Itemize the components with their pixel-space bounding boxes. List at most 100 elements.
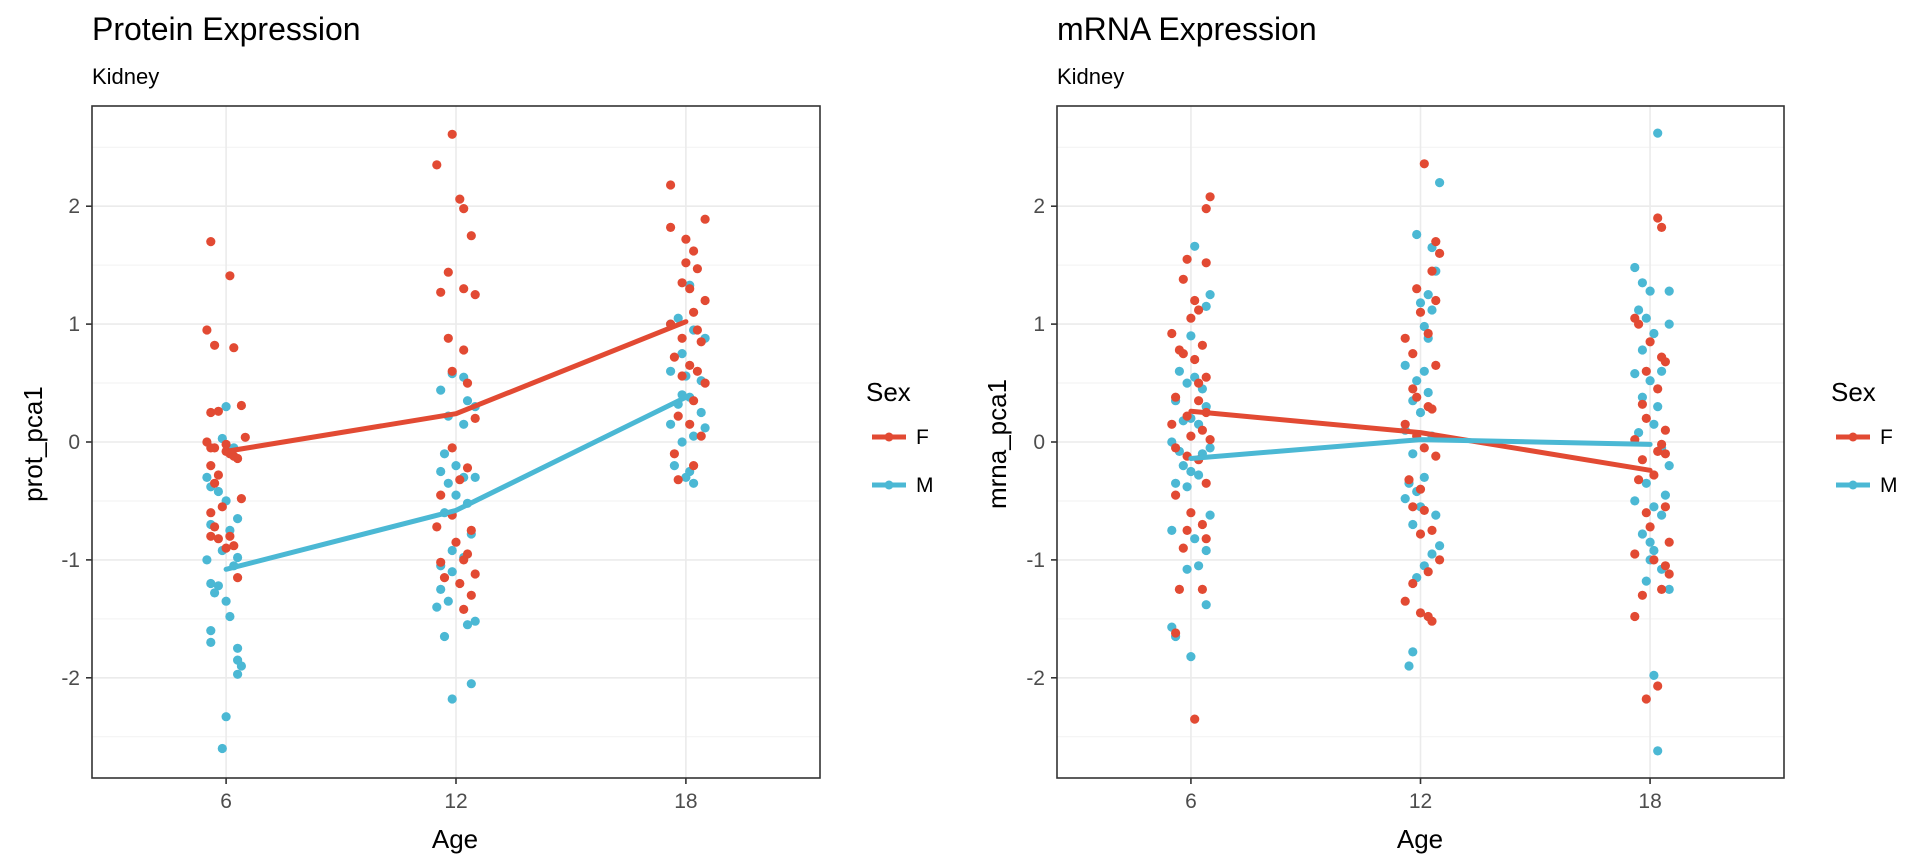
data-point-m — [233, 514, 243, 524]
data-point-f — [432, 522, 442, 532]
data-point-m — [1205, 510, 1215, 520]
series-line-m — [223, 394, 689, 572]
data-point-f — [1657, 439, 1667, 449]
data-point-f — [455, 578, 465, 589]
data-point-m — [666, 366, 676, 376]
data-point-f — [217, 502, 227, 512]
data-point-f — [436, 287, 446, 297]
legend-item-m: M — [1836, 474, 1898, 497]
data-point-f — [1201, 372, 1211, 382]
data-point-m — [1664, 319, 1674, 329]
data-point-m — [1435, 541, 1445, 551]
data-point-f — [696, 431, 706, 441]
y-tick-label: 1 — [68, 313, 80, 336]
data-point-m — [1400, 494, 1410, 504]
data-point-m — [210, 588, 220, 598]
data-point-m — [447, 694, 457, 704]
data-point-f — [689, 396, 699, 406]
data-point-f — [213, 406, 223, 416]
chart-subtitle: Kidney — [92, 64, 159, 89]
data-point-f — [1400, 419, 1410, 429]
data-point-f — [1423, 328, 1433, 339]
data-point-m — [1427, 305, 1437, 315]
data-point-f — [1415, 484, 1426, 494]
data-point-f — [1408, 502, 1418, 512]
data-point-m — [1641, 313, 1651, 323]
data-point-m — [206, 626, 216, 636]
y-tick-label: 2 — [68, 195, 80, 218]
data-point-m — [462, 396, 473, 406]
data-point-f — [1637, 399, 1647, 409]
data-point-f — [1637, 455, 1647, 465]
data-point-m — [1653, 746, 1663, 756]
data-point-m — [1167, 525, 1177, 536]
data-point-f — [210, 522, 220, 532]
data-point-f — [677, 278, 687, 288]
data-point-f — [1653, 213, 1663, 223]
data-point-f — [1653, 681, 1663, 691]
data-point-f — [210, 340, 220, 350]
data-point-f — [696, 337, 706, 347]
data-point-f — [462, 378, 473, 388]
data-point-f — [1419, 505, 1429, 515]
data-point-f — [1197, 340, 1207, 350]
chart-title: mRNA Expression — [1057, 11, 1317, 47]
data-point-f — [1431, 295, 1441, 306]
data-point-m — [1634, 428, 1644, 438]
data-point-m — [1408, 519, 1418, 530]
data-point-f — [685, 360, 695, 370]
chart-title: Protein Expression — [92, 11, 361, 47]
data-point-f — [700, 378, 710, 388]
data-point-m — [1637, 392, 1647, 402]
data-point-f — [1427, 404, 1437, 414]
data-point-f — [1427, 525, 1437, 536]
data-point-f — [213, 534, 223, 544]
data-point-f — [206, 508, 216, 518]
data-point-m — [1190, 534, 1200, 544]
data-point-f — [210, 443, 220, 453]
data-point-f — [700, 214, 710, 224]
data-point-f — [1400, 596, 1410, 606]
data-point-f — [1190, 295, 1200, 306]
legend: Sex F M — [866, 377, 934, 497]
data-point-f — [1660, 502, 1670, 512]
legend-label: M — [1880, 474, 1898, 497]
data-point-f — [1194, 378, 1204, 388]
data-point-f — [455, 194, 465, 204]
data-point-m — [1419, 321, 1429, 332]
data-point-f — [677, 333, 687, 343]
data-point-f — [1664, 569, 1674, 579]
data-point-m — [459, 419, 469, 429]
data-point-m — [439, 449, 450, 459]
data-point-f — [1435, 248, 1445, 258]
data-point-m — [462, 620, 473, 630]
data-point-f — [462, 463, 473, 473]
data-point-m — [1637, 345, 1647, 355]
data-point-m — [1178, 461, 1188, 471]
data-point-f — [436, 557, 446, 567]
data-point-f — [206, 461, 216, 471]
data-point-m — [225, 611, 235, 622]
data-point-m — [447, 567, 457, 577]
data-point-f — [236, 400, 246, 411]
data-point-f — [1637, 590, 1647, 600]
data-point-f — [1419, 159, 1429, 169]
data-point-m — [1186, 466, 1196, 477]
data-point-m — [432, 602, 442, 612]
data-point-m — [1201, 600, 1211, 610]
data-point-m — [1423, 387, 1433, 398]
data-point-f — [1412, 392, 1422, 402]
data-point-m — [443, 596, 453, 606]
data-point-f — [1197, 519, 1207, 530]
y-tick-label: 1 — [1033, 313, 1045, 336]
data-point-m — [1412, 229, 1422, 240]
data-point-f — [229, 451, 239, 461]
data-point-m — [447, 545, 457, 556]
data-point-f — [455, 475, 465, 485]
data-point-f — [229, 541, 239, 551]
data-point-f — [1649, 470, 1659, 480]
data-point-f — [470, 290, 480, 300]
data-point-m — [1649, 545, 1659, 556]
data-point-f — [206, 407, 216, 418]
data-point-f — [1190, 714, 1200, 724]
